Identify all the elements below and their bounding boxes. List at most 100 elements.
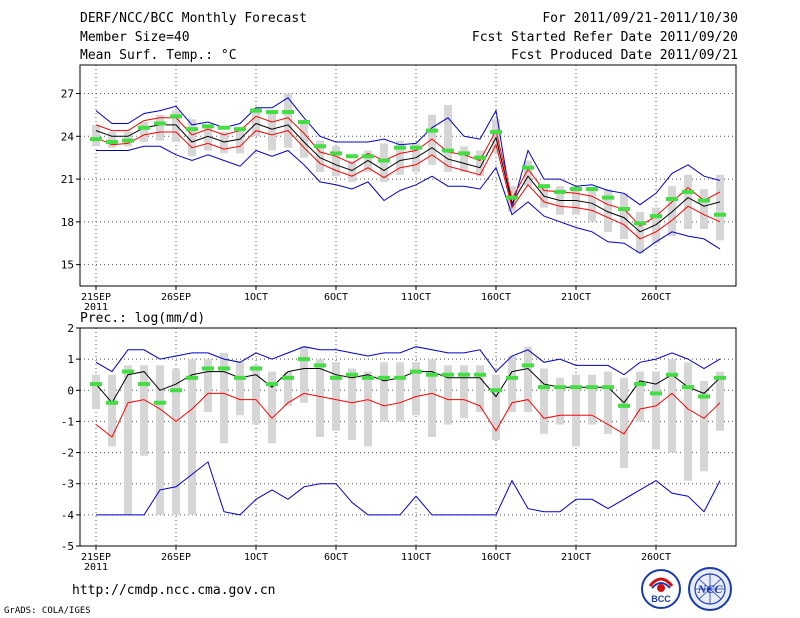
median-mark xyxy=(234,127,246,132)
spread-box xyxy=(92,374,100,409)
median-mark xyxy=(522,363,534,368)
series-line-max xyxy=(95,97,721,208)
x-tick-label: 21SEP xyxy=(81,292,111,303)
spread-box xyxy=(380,362,388,422)
spread-box xyxy=(396,140,404,175)
median-mark xyxy=(458,151,470,156)
series-line-min xyxy=(96,461,721,516)
median-mark xyxy=(362,154,374,159)
median-mark xyxy=(218,366,230,371)
median-mark xyxy=(330,375,342,380)
x-tick-label: 21OCT xyxy=(561,552,591,563)
median-mark xyxy=(666,372,678,377)
median-mark xyxy=(634,221,646,226)
y-tick-label: 21 xyxy=(61,173,74,186)
median-mark xyxy=(106,400,118,405)
median-mark xyxy=(698,394,710,399)
x-tick-label: 26OCT xyxy=(641,552,671,563)
spread-box xyxy=(716,371,724,431)
y-tick-label: -3 xyxy=(61,478,74,491)
x-tick-label: 16OCT xyxy=(481,292,511,303)
spread-box xyxy=(380,143,388,182)
spread-box xyxy=(524,160,532,187)
median-mark xyxy=(170,388,182,393)
median-mark xyxy=(282,375,294,380)
series-line-max xyxy=(95,346,721,376)
spread-box xyxy=(540,368,548,434)
spread-box xyxy=(108,374,116,447)
spread-box xyxy=(684,362,692,481)
spread-box xyxy=(492,119,500,154)
median-mark xyxy=(314,144,326,149)
spread-box xyxy=(604,189,612,232)
median-mark xyxy=(506,375,518,380)
spread-box xyxy=(636,371,644,422)
spread-box xyxy=(92,124,100,147)
y-tick-label: -1 xyxy=(61,415,74,428)
spread-box xyxy=(348,160,356,182)
median-mark xyxy=(698,198,710,203)
spread-box xyxy=(332,362,340,431)
ncc-logo: NCC xyxy=(688,567,732,611)
median-mark xyxy=(346,154,358,159)
spread-box xyxy=(652,371,660,450)
spread-box xyxy=(268,110,276,151)
median-mark xyxy=(714,375,726,380)
y-tick-label: -2 xyxy=(61,447,74,460)
spread-box xyxy=(284,371,292,406)
spread-box xyxy=(700,189,708,229)
median-mark xyxy=(458,372,470,377)
median-mark xyxy=(666,197,678,202)
spread-box xyxy=(652,207,660,244)
spread-box xyxy=(668,359,676,453)
median-mark xyxy=(362,375,374,380)
series-line-mean xyxy=(95,122,721,233)
median-mark xyxy=(106,139,118,144)
median-mark xyxy=(346,372,358,377)
spread-box xyxy=(620,377,628,469)
median-mark xyxy=(474,372,486,377)
median-mark xyxy=(410,145,422,150)
median-mark xyxy=(122,369,134,374)
plot-frame xyxy=(79,327,737,547)
median-mark xyxy=(378,158,390,163)
median-mark xyxy=(490,388,502,393)
median-mark xyxy=(122,138,134,143)
series-line-p xyxy=(95,392,721,438)
x-tick-label: 16OCT xyxy=(481,552,511,563)
bcc-logo: BCC xyxy=(641,569,681,609)
x-tick-label: 6OCT xyxy=(324,292,348,303)
x-tick-year-label: 2011 xyxy=(84,562,108,573)
spread-box xyxy=(300,122,308,158)
ncc-logo-text: NCC xyxy=(697,582,724,596)
median-mark xyxy=(138,125,150,130)
spread-box xyxy=(396,362,404,422)
spread-box xyxy=(316,359,324,437)
y-tick-label: 24 xyxy=(61,130,75,143)
spread-box xyxy=(364,371,372,447)
source-url[interactable]: http://cmdp.ncc.cma.gov.cn xyxy=(72,583,276,598)
median-mark xyxy=(538,184,550,189)
median-mark xyxy=(426,128,438,133)
spread-box xyxy=(636,211,644,254)
spread-box xyxy=(284,93,292,148)
y-tick-label: 1 xyxy=(67,353,74,366)
spread-box xyxy=(572,374,580,447)
x-tick-label: 11OCT xyxy=(401,292,431,303)
median-mark xyxy=(154,400,166,405)
series-line-lower xyxy=(95,130,721,240)
median-mark xyxy=(506,195,518,200)
y-tick-label: 27 xyxy=(61,88,74,101)
spread-box xyxy=(316,140,324,172)
median-mark xyxy=(714,212,726,217)
median-mark xyxy=(682,385,694,390)
median-mark xyxy=(618,403,630,408)
spread-box xyxy=(172,110,180,142)
spread-box xyxy=(236,129,244,154)
median-mark xyxy=(266,110,278,115)
x-tick-label: 26OCT xyxy=(641,292,671,303)
spread-box xyxy=(188,359,196,515)
spread-box xyxy=(220,352,228,444)
median-mark xyxy=(474,155,486,160)
spread-box xyxy=(108,132,116,148)
